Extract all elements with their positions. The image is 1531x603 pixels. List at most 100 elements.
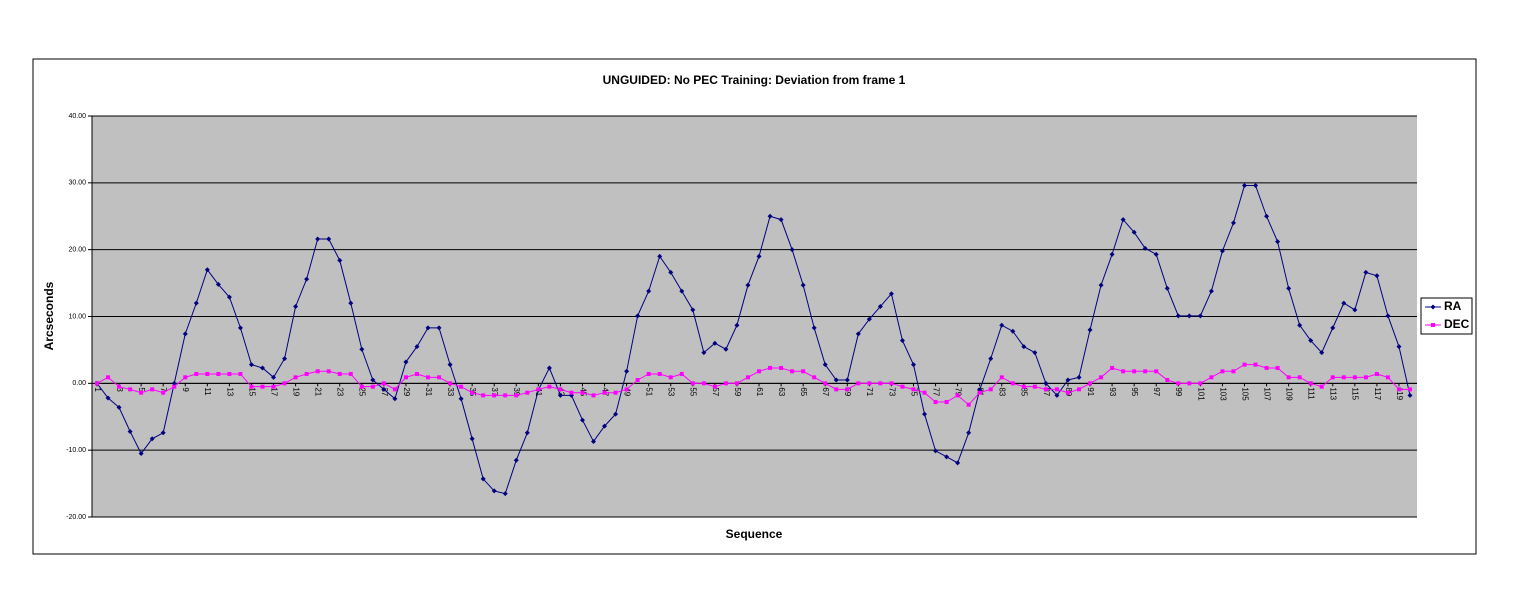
marker: [171, 380, 177, 386]
marker: [966, 430, 972, 436]
marker: [469, 436, 475, 442]
marker: [1087, 327, 1093, 333]
marker: [646, 371, 651, 376]
y-tick-label: -20.00: [66, 514, 86, 521]
marker: [282, 356, 288, 362]
marker: [1076, 387, 1081, 392]
x-tick-label: 107: [1262, 387, 1271, 401]
marker: [172, 384, 177, 389]
marker: [205, 371, 210, 376]
marker: [1065, 390, 1070, 395]
marker: [789, 247, 795, 253]
x-tick-label: 39: [512, 387, 521, 396]
marker: [480, 476, 486, 482]
x-tick-label: 95: [1130, 387, 1139, 396]
marker: [646, 288, 652, 294]
marker: [1297, 322, 1303, 328]
marker: [1021, 344, 1027, 350]
x-tick-label: 61: [755, 387, 764, 396]
marker: [944, 454, 950, 460]
marker: [734, 322, 740, 328]
marker: [546, 365, 552, 371]
marker: [657, 371, 662, 376]
marker: [470, 390, 475, 395]
marker: [403, 359, 409, 365]
marker: [282, 381, 287, 386]
marker: [381, 386, 387, 392]
marker: [569, 390, 574, 395]
marker: [106, 375, 111, 380]
marker: [149, 436, 155, 442]
legend: [1420, 297, 1473, 335]
marker: [448, 381, 453, 386]
marker: [1275, 239, 1281, 245]
x-tick-label: 7: [159, 387, 168, 392]
marker: [238, 371, 243, 376]
y-tick-label: -10.00: [66, 447, 86, 454]
x-tick-label: 1: [93, 387, 102, 392]
x-tick-label: 43: [556, 387, 565, 396]
x-axis-label: Sequence: [726, 527, 783, 541]
marker: [1143, 369, 1148, 374]
marker: [370, 377, 376, 383]
marker: [855, 331, 861, 337]
x-tick-label: 33: [446, 387, 455, 396]
marker: [1341, 375, 1346, 380]
marker: [1264, 365, 1269, 370]
marker: [657, 253, 663, 259]
marker: [977, 390, 982, 395]
marker: [1165, 377, 1170, 382]
marker: [359, 346, 365, 352]
y-axis-label: Arcseconds: [42, 281, 56, 350]
x-tick-label: 87: [1042, 387, 1051, 396]
x-tick-label: 93: [1108, 387, 1117, 396]
marker: [944, 400, 949, 405]
marker: [723, 346, 729, 352]
x-tick-label: 83: [998, 387, 1007, 396]
marker: [833, 377, 839, 383]
marker: [1120, 217, 1126, 223]
marker: [624, 387, 629, 392]
x-tick-label: 15: [247, 387, 256, 396]
marker: [1220, 369, 1225, 374]
marker: [271, 384, 276, 389]
marker: [260, 384, 265, 389]
x-tick-label: 101: [1196, 387, 1205, 401]
marker: [1109, 251, 1115, 257]
marker: [237, 325, 243, 331]
marker: [182, 331, 188, 337]
y-tick-label: 0.00: [72, 380, 86, 387]
marker: [271, 374, 277, 380]
marker: [1308, 381, 1313, 386]
marker: [834, 387, 839, 392]
marker: [1076, 374, 1082, 380]
marker: [1231, 369, 1236, 374]
marker: [116, 404, 122, 410]
marker: [745, 375, 750, 380]
marker: [955, 460, 961, 466]
marker: [359, 384, 364, 389]
marker: [922, 411, 928, 417]
marker: [514, 393, 519, 398]
marker: [800, 282, 806, 288]
marker: [1230, 220, 1236, 226]
x-tick-label: 91: [1086, 387, 1095, 396]
marker: [1242, 362, 1247, 367]
marker: [999, 322, 1005, 328]
marker: [1363, 269, 1369, 275]
marker: [128, 387, 133, 392]
marker: [1396, 387, 1401, 392]
marker: [690, 381, 695, 386]
marker: [204, 267, 210, 273]
marker: [1253, 362, 1258, 367]
marker: [1198, 381, 1203, 386]
marker: [1186, 313, 1192, 319]
x-tick-label: 67: [821, 387, 830, 396]
marker: [392, 387, 397, 392]
marker: [1187, 381, 1192, 386]
marker: [579, 417, 585, 423]
marker: [1176, 381, 1181, 386]
marker: [1054, 392, 1060, 398]
marker: [160, 430, 166, 436]
marker: [447, 362, 453, 368]
